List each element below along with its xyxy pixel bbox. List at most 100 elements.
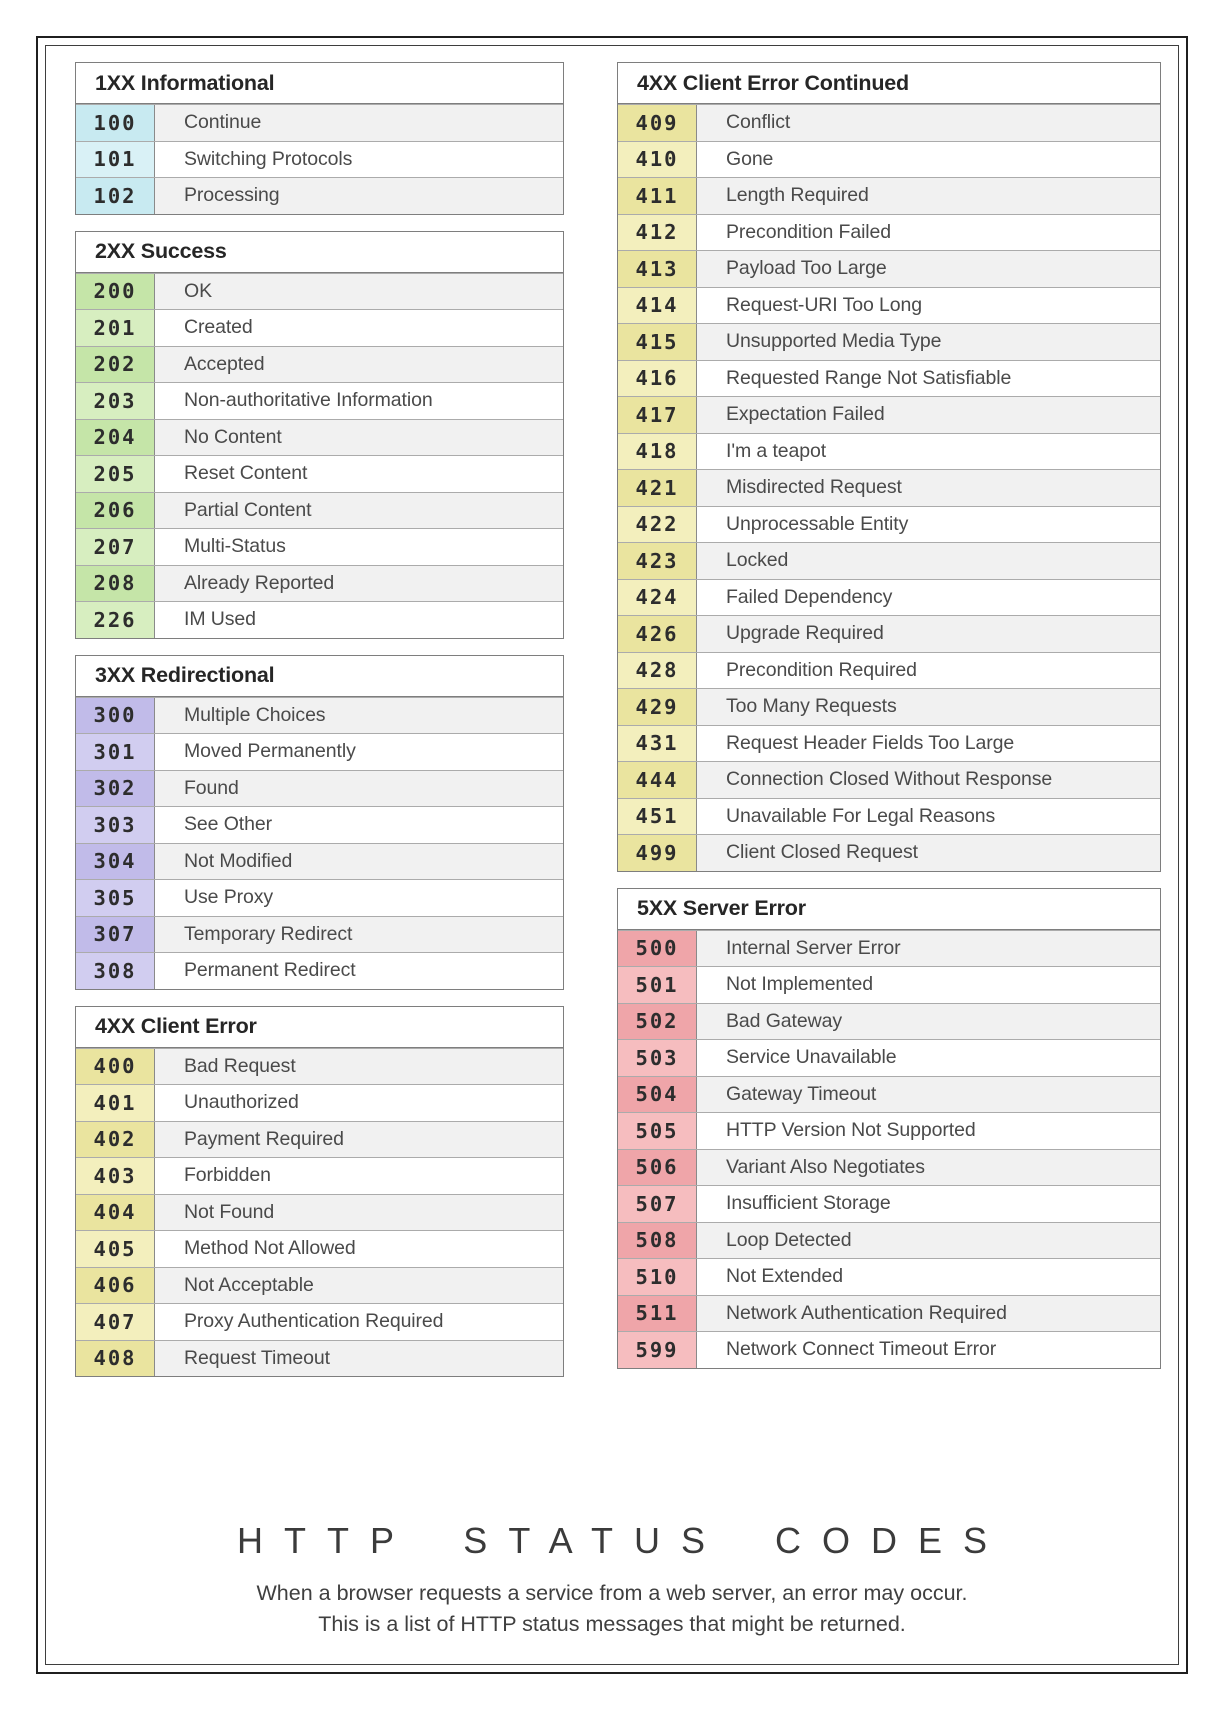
status-code: 508 <box>618 1222 697 1258</box>
status-description: Proxy Authentication Required <box>184 1310 444 1333</box>
status-description: Processing <box>184 184 280 207</box>
status-row: 207 Multi-Status <box>76 528 563 565</box>
status-row: 505 HTTP Version Not Supported <box>618 1112 1160 1149</box>
status-code: 410 <box>618 141 697 177</box>
status-row: 409 Conflict <box>618 104 1160 141</box>
status-description: Misdirected Request <box>726 476 902 499</box>
status-description: Conflict <box>726 111 791 134</box>
status-description: See Other <box>184 813 272 836</box>
status-code: 201 <box>76 310 155 346</box>
status-description: Moved Permanently <box>184 740 356 763</box>
status-description: Requested Range Not Satisfiable <box>726 366 1012 389</box>
status-code: 499 <box>618 835 697 871</box>
status-row: 423 Locked <box>618 542 1160 579</box>
status-code: 308 <box>76 953 155 989</box>
status-row: 406 Not Acceptable <box>76 1266 563 1303</box>
status-description: Bad Request <box>184 1054 296 1077</box>
status-code: 507 <box>618 1186 697 1222</box>
status-row: 413 Payload Too Large <box>618 250 1160 287</box>
status-code: 200 <box>76 273 155 309</box>
outer-frame-border <box>36 36 1188 1674</box>
section-title: 4XX Client Error Continued <box>618 63 1160 104</box>
status-description: Continue <box>184 111 262 134</box>
status-code: 411 <box>618 178 697 214</box>
status-description: Service Unavailable <box>726 1046 897 1069</box>
status-row: 428 Precondition Required <box>618 651 1160 688</box>
status-section: 1XX Informational 100 Continue 101 Switching… <box>75 62 564 215</box>
status-description: Unavailable For Legal Reasons <box>726 804 996 827</box>
status-description: Permanent Redirect <box>184 959 356 982</box>
status-row: 507 Insufficient Storage <box>618 1185 1160 1222</box>
status-description: Expectation Failed <box>726 403 885 426</box>
status-row: 407 Proxy Authentication Required <box>76 1303 563 1340</box>
status-code: 300 <box>76 697 155 733</box>
status-row: 599 Network Connect Timeout Error <box>618 1331 1160 1368</box>
status-row: 203 Non-authoritative Information <box>76 382 563 419</box>
status-row: 404 Not Found <box>76 1193 563 1230</box>
status-description: Request Header Fields Too Large <box>726 731 1015 754</box>
status-row: 415 Unsupported Media Type <box>618 323 1160 360</box>
status-row: 401 Unauthorized <box>76 1084 563 1121</box>
status-description: Request Timeout <box>184 1346 330 1369</box>
status-code: 405 <box>76 1231 155 1267</box>
status-code: 504 <box>618 1076 697 1112</box>
status-code: 424 <box>618 579 697 615</box>
status-row: 424 Failed Dependency <box>618 578 1160 615</box>
status-description: Multiple Choices <box>184 703 326 726</box>
status-row: 403 Forbidden <box>76 1157 563 1194</box>
status-description: Created <box>184 316 253 339</box>
status-row: 501 Not Implemented <box>618 966 1160 1003</box>
status-description: Upgrade Required <box>726 622 884 645</box>
status-code: 421 <box>618 470 697 506</box>
status-section: 4XX Client Error 400 Bad Request 401 Unautho… <box>75 1005 564 1377</box>
status-row: 502 Bad Gateway <box>618 1002 1160 1039</box>
status-row: 508 Loop Detected <box>618 1221 1160 1258</box>
status-description: Use Proxy <box>184 886 274 909</box>
section-title: 1XX Informational <box>76 63 563 104</box>
status-description: Found <box>184 776 239 799</box>
status-description: Forbidden <box>184 1164 271 1187</box>
status-row: 504 Gateway Timeout <box>618 1075 1160 1112</box>
status-description: Reset Content <box>184 462 308 485</box>
status-description: Insufficient Storage <box>726 1192 891 1215</box>
status-description: Bad Gateway <box>726 1009 842 1032</box>
footer: HTTP STATUS CODES When a browser request… <box>0 1520 1224 1640</box>
status-code: 429 <box>618 689 697 725</box>
status-code: 402 <box>76 1121 155 1157</box>
status-description: Network Authentication Required <box>726 1301 1007 1324</box>
status-description: Client Closed Request <box>726 841 918 864</box>
inner-frame-border <box>45 45 1179 1665</box>
status-code: 501 <box>618 967 697 1003</box>
status-code: 414 <box>618 287 697 323</box>
status-code: 500 <box>618 930 697 966</box>
status-description: Already Reported <box>184 571 335 594</box>
status-description: Switching Protocols <box>184 147 353 170</box>
section-title: 4XX Client Error <box>76 1006 563 1048</box>
status-row: 308 Permanent Redirect <box>76 952 563 989</box>
status-description: OK <box>184 279 212 302</box>
right-column: 4XX Client Error Continued 409 Conflict 410… <box>617 62 1161 1385</box>
status-code: 307 <box>76 916 155 952</box>
status-row: 510 Not Extended <box>618 1258 1160 1295</box>
status-code: 409 <box>618 105 697 141</box>
status-description: Precondition Failed <box>726 220 892 243</box>
status-row: 429 Too Many Requests <box>618 688 1160 725</box>
status-description: Unsupported Media Type <box>726 330 942 353</box>
status-description: No Content <box>184 425 282 448</box>
status-code: 102 <box>76 178 155 214</box>
status-code: 406 <box>76 1267 155 1303</box>
status-description: Not Acceptable <box>184 1273 314 1296</box>
status-code: 408 <box>76 1340 155 1376</box>
poster-title: HTTP STATUS CODES <box>236 1520 1009 1561</box>
status-row: 208 Already Reported <box>76 564 563 601</box>
status-code: 101 <box>76 141 155 177</box>
status-row: 303 See Other <box>76 806 563 843</box>
status-row: 402 Payment Required <box>76 1120 563 1157</box>
status-row: 300 Multiple Choices <box>76 696 563 733</box>
status-row: 100 Continue <box>76 104 563 141</box>
status-row: 431 Request Header Fields Too Large <box>618 724 1160 761</box>
status-description: I'm a teapot <box>726 439 827 462</box>
status-row: 400 Bad Request <box>76 1047 563 1084</box>
status-code: 404 <box>76 1194 155 1230</box>
